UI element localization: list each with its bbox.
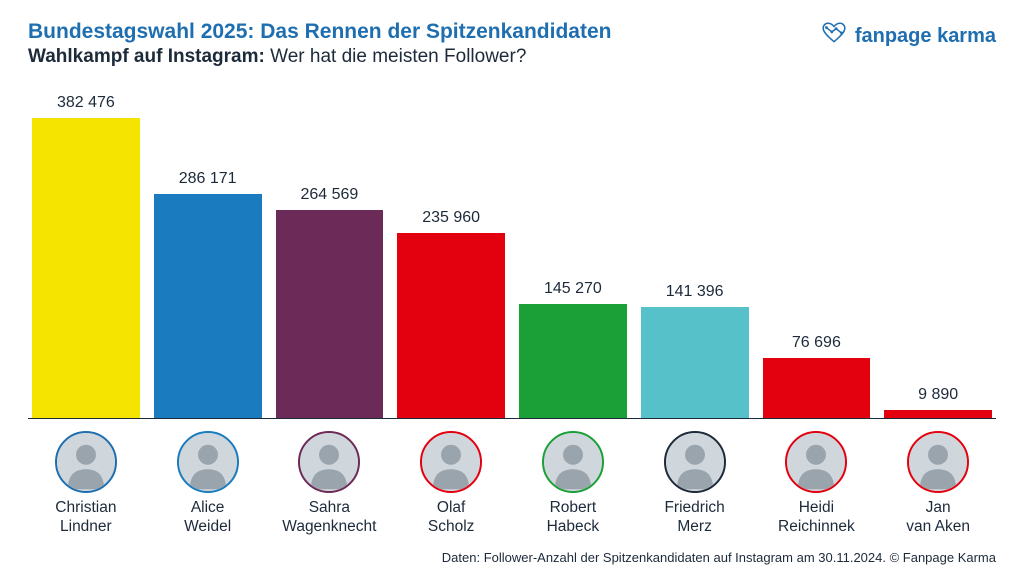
brand-text: fanpage karma — [855, 25, 996, 48]
bar-value-label: 264 569 — [300, 186, 358, 204]
avatars-row: ChristianLindner AliceWeidel SahraWagenkne… — [28, 419, 996, 536]
bar-col: 141 396 — [641, 94, 749, 418]
candidate-name: SahraWagenknecht — [282, 499, 376, 536]
avatar-col: ChristianLindner — [32, 431, 140, 536]
avatar-col: FriedrichMerz — [641, 431, 749, 536]
avatar — [177, 431, 239, 493]
avatar-col: HeidiReichinnek — [763, 431, 871, 536]
bar-col: 145 270 — [519, 94, 627, 418]
bar-col: 76 696 — [763, 94, 871, 418]
avatar — [420, 431, 482, 493]
bar-value-label: 76 696 — [792, 334, 841, 352]
chart: 382 476 286 171 264 569 235 960 145 270 141 3… — [28, 94, 996, 536]
avatar-col: SahraWagenknecht — [276, 431, 384, 536]
titles: Bundestagswahl 2025: Das Rennen der Spit… — [28, 20, 611, 68]
bar-col: 264 569 — [276, 94, 384, 418]
avatar-col: Janvan Aken — [884, 431, 992, 536]
header: Bundestagswahl 2025: Das Rennen der Spit… — [28, 20, 996, 68]
footer-text: Daten: Follower-Anzahl der Spitzenkandid… — [28, 550, 996, 565]
bar-col: 235 960 — [397, 94, 505, 418]
avatar-col: OlafScholz — [397, 431, 505, 536]
subtitle-rest: Wer hat die meisten Follower? — [265, 46, 527, 67]
avatar-col: AliceWeidel — [154, 431, 262, 536]
bar-value-label: 141 396 — [666, 283, 724, 301]
candidate-name: ChristianLindner — [55, 499, 116, 536]
bars-row: 382 476 286 171 264 569 235 960 145 270 141 3… — [28, 94, 996, 419]
bar-value-label: 235 960 — [422, 209, 480, 227]
candidate-name: AliceWeidel — [184, 499, 231, 536]
page-title: Bundestagswahl 2025: Das Rennen der Spit… — [28, 20, 611, 44]
brand: fanpage karma — [821, 20, 996, 52]
bar-col: 382 476 — [32, 94, 140, 418]
bar — [884, 410, 992, 418]
bar — [154, 194, 262, 418]
bar-col: 9 890 — [884, 94, 992, 418]
bar — [763, 358, 871, 418]
bar — [32, 118, 140, 418]
avatar — [298, 431, 360, 493]
candidate-name: FriedrichMerz — [664, 499, 724, 536]
bar-value-label: 382 476 — [57, 94, 115, 112]
bar-value-label: 145 270 — [544, 280, 602, 298]
candidate-name: HeidiReichinnek — [778, 499, 855, 536]
avatar-col: RobertHabeck — [519, 431, 627, 536]
avatar — [55, 431, 117, 493]
bar-col: 286 171 — [154, 94, 262, 418]
candidate-name: OlafScholz — [428, 499, 475, 536]
subtitle-bold: Wahlkampf auf Instagram: — [28, 46, 265, 67]
page: Bundestagswahl 2025: Das Rennen der Spit… — [0, 0, 1024, 576]
bar-value-label: 9 890 — [918, 386, 958, 404]
candidate-name: RobertHabeck — [547, 499, 600, 536]
bar — [519, 304, 627, 418]
page-subtitle: Wahlkampf auf Instagram: Wer hat die mei… — [28, 46, 611, 68]
brand-heart-icon — [821, 20, 847, 52]
bar-value-label: 286 171 — [179, 170, 237, 188]
avatar — [907, 431, 969, 493]
avatar — [785, 431, 847, 493]
bar — [276, 210, 384, 418]
avatar — [542, 431, 604, 493]
candidate-name: Janvan Aken — [906, 499, 970, 536]
bar — [397, 233, 505, 418]
avatar — [664, 431, 726, 493]
bar — [641, 307, 749, 418]
